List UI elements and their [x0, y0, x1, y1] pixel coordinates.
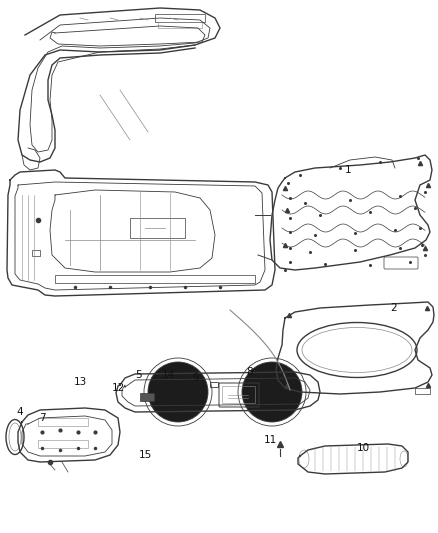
Text: 15: 15	[138, 450, 152, 460]
Bar	[130, 218, 185, 238]
Text: 12: 12	[111, 383, 125, 393]
Text: 5: 5	[135, 370, 141, 380]
Bar	[32, 250, 40, 256]
Text: 11: 11	[263, 435, 277, 445]
Bar	[210, 382, 218, 387]
Circle shape	[242, 362, 302, 422]
Text: 9: 9	[193, 373, 199, 383]
Text: 14: 14	[161, 370, 175, 380]
Bar	[415, 388, 430, 394]
Bar	[55, 275, 255, 283]
Bar	[155, 14, 205, 22]
Bar	[38, 440, 88, 448]
Text: 10: 10	[357, 443, 370, 453]
Bar	[140, 393, 154, 401]
Text: 7: 7	[39, 413, 45, 423]
Circle shape	[148, 362, 208, 422]
Text: 1: 1	[345, 165, 351, 175]
Bar	[38, 418, 88, 426]
Text: 2: 2	[391, 303, 397, 313]
Text: 4: 4	[17, 407, 23, 417]
Text: 8: 8	[247, 367, 253, 377]
Bar	[158, 22, 202, 28]
Text: 13: 13	[74, 377, 87, 387]
